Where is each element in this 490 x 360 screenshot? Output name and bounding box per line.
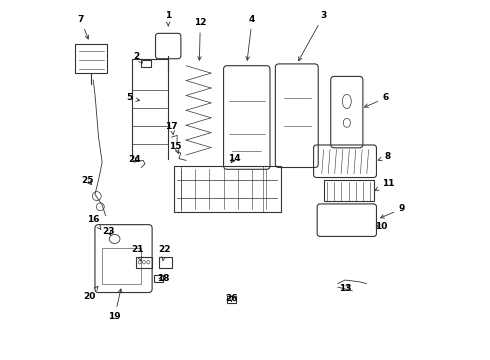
Text: 21: 21 bbox=[131, 245, 144, 261]
Text: 18: 18 bbox=[157, 274, 169, 283]
Bar bbox=[142, 60, 151, 67]
Text: 14: 14 bbox=[228, 154, 241, 163]
Bar bbox=[154, 275, 163, 282]
Text: 15: 15 bbox=[169, 141, 182, 154]
Text: 23: 23 bbox=[102, 227, 115, 236]
Text: 10: 10 bbox=[374, 222, 387, 231]
Bar bbox=[323, 180, 373, 202]
Text: 7: 7 bbox=[77, 15, 89, 39]
Text: 6: 6 bbox=[365, 93, 389, 107]
Bar bbox=[173, 166, 281, 212]
Text: 16: 16 bbox=[87, 215, 101, 229]
Text: 22: 22 bbox=[158, 245, 171, 261]
Text: 13: 13 bbox=[339, 284, 351, 293]
Text: 3: 3 bbox=[298, 11, 327, 60]
Text: 26: 26 bbox=[225, 294, 238, 303]
Text: 19: 19 bbox=[108, 289, 122, 321]
Text: 8: 8 bbox=[378, 152, 391, 161]
Text: 11: 11 bbox=[375, 179, 394, 190]
Bar bbox=[227, 296, 236, 303]
Text: 2: 2 bbox=[133, 52, 143, 63]
Text: 5: 5 bbox=[126, 93, 140, 102]
Text: 12: 12 bbox=[194, 18, 207, 60]
Text: 25: 25 bbox=[81, 176, 94, 185]
Bar bbox=[75, 44, 107, 73]
Bar bbox=[136, 257, 152, 267]
Text: 1: 1 bbox=[165, 11, 172, 26]
Text: 20: 20 bbox=[83, 286, 98, 301]
Text: 24: 24 bbox=[128, 155, 141, 164]
Bar bbox=[102, 248, 142, 284]
Text: 4: 4 bbox=[246, 15, 255, 60]
Text: 9: 9 bbox=[381, 204, 405, 218]
Bar bbox=[159, 257, 172, 267]
Text: 17: 17 bbox=[166, 122, 178, 134]
